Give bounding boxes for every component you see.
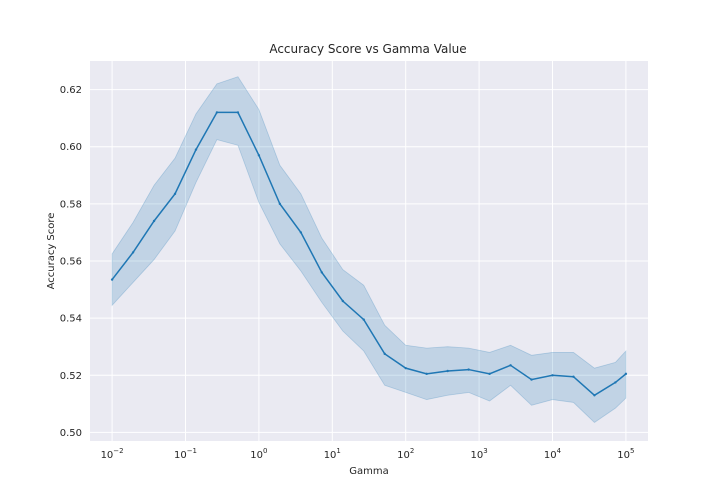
x-tick-label: 102: [397, 447, 414, 461]
data-point: [614, 381, 617, 384]
data-point: [236, 111, 240, 114]
data-point: [110, 278, 114, 281]
data-point: [152, 219, 156, 223]
x-tick-exponent: 4: [557, 447, 562, 455]
x-tick-exponent: −1: [187, 447, 197, 455]
y-tick-label: 0.56: [60, 257, 82, 268]
x-tick-base: 10: [397, 450, 410, 461]
x-tick-exponent: 1: [336, 447, 340, 455]
data-point: [572, 375, 575, 378]
data-point: [509, 364, 512, 367]
x-tick-label: 105: [617, 447, 634, 461]
accuracy-line: [111, 111, 627, 397]
x-tick-base: 10: [101, 450, 114, 461]
data-point: [624, 372, 628, 376]
data-point: [488, 372, 491, 376]
data-point: [425, 372, 428, 376]
x-tick-exponent: −2: [113, 447, 123, 455]
data-point: [404, 366, 407, 370]
data-point: [362, 318, 365, 321]
y-axis-label: Accuracy Score: [46, 213, 57, 290]
x-tick-base: 10: [324, 450, 337, 461]
data-point: [551, 374, 554, 377]
data-point: [320, 271, 324, 274]
x-tick-base: 10: [471, 450, 484, 461]
plot-area: [90, 61, 648, 441]
y-tick-label: 0.50: [60, 428, 82, 439]
x-tick-label: 10−2: [101, 447, 124, 461]
x-tick-base: 10: [617, 450, 630, 461]
x-tick-exponent: 2: [410, 447, 414, 455]
data-point: [593, 394, 596, 397]
data-point: [530, 378, 533, 381]
data-point: [341, 299, 344, 303]
x-axis-label: Gamma: [349, 466, 389, 477]
confidence-band: [111, 76, 627, 423]
data-point: [299, 231, 303, 234]
x-tick-base: 10: [174, 450, 187, 461]
x-tick-exponent: 5: [630, 447, 634, 455]
x-tick-label: 101: [324, 447, 341, 461]
x-tick-exponent: 3: [483, 447, 487, 455]
x-tick-base: 10: [544, 450, 557, 461]
chart-title: Accuracy Score vs Gamma Value: [269, 42, 466, 56]
data-point: [194, 148, 198, 151]
y-axis-ticks: 0.50 0.52 0.54 0.56 0.58 0.60 0.62: [60, 85, 82, 439]
y-tick-label: 0.54: [60, 314, 82, 325]
data-point: [383, 352, 386, 356]
data-point: [173, 192, 177, 196]
data-point: [446, 369, 449, 373]
x-tick-label: 103: [471, 447, 488, 461]
x-tick-label: 100: [250, 447, 267, 461]
data-point: [278, 202, 282, 206]
data-point: [467, 368, 470, 371]
x-tick-base: 10: [250, 450, 263, 461]
y-tick-label: 0.60: [60, 142, 82, 153]
y-tick-label: 0.62: [60, 85, 82, 96]
data-point: [131, 251, 135, 254]
data-points: [110, 111, 628, 397]
x-tick-label: 104: [544, 447, 562, 461]
y-tick-label: 0.52: [60, 371, 82, 382]
x-tick-exponent: 0: [263, 447, 267, 455]
data-point: [215, 111, 219, 114]
y-tick-label: 0.58: [60, 199, 82, 210]
data-point: [257, 154, 261, 157]
x-tick-label: 10−1: [174, 447, 197, 461]
x-axis-ticks: 10−2 10−1 100 101 102 103 104 105: [101, 447, 635, 461]
